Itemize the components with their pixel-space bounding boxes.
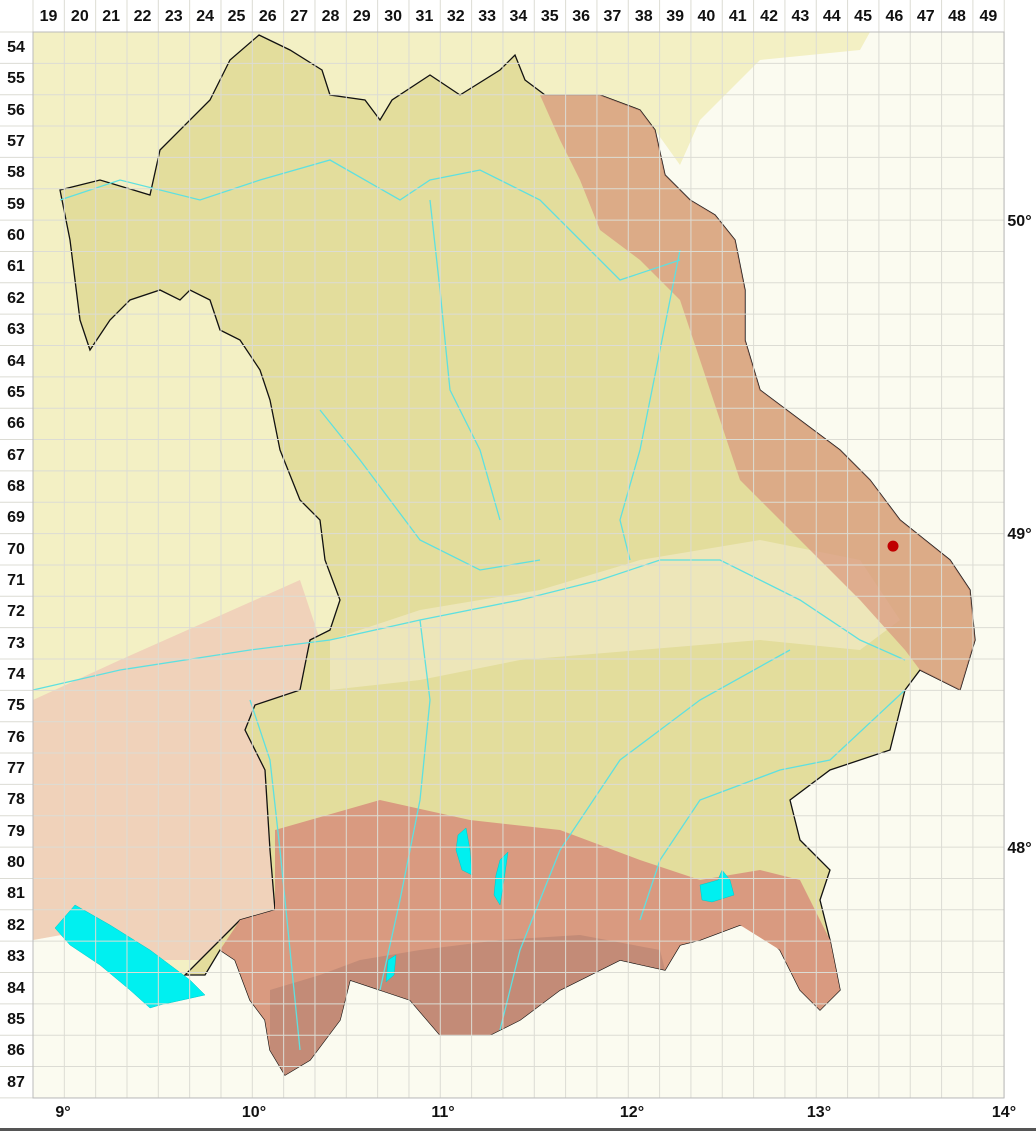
grid-column-label: 41: [728, 8, 747, 25]
longitude-label: 10°: [241, 1104, 267, 1121]
terrain-eastern-uplands: [540, 95, 975, 690]
grid-row-label: 61: [7, 258, 25, 276]
grid-column-label: 48: [948, 8, 966, 25]
longitude-label: 9°: [55, 1104, 71, 1121]
grid-row-label: 87: [7, 1073, 25, 1091]
grid-column-label: 26: [258, 8, 277, 25]
longitude-label: 13°: [806, 1104, 832, 1121]
longitude-label: 14°: [991, 1104, 1017, 1121]
grid-row-label: 55: [7, 70, 25, 88]
longitude-label: 11°: [431, 1104, 455, 1121]
grid-column-label: 20: [70, 8, 89, 25]
grid-column-label: 39: [666, 8, 684, 25]
bottom-border: [0, 1128, 1036, 1131]
terrain-lowland-danube: [330, 540, 900, 690]
grid-column-label: 38: [634, 8, 653, 25]
lake-forggensee: [385, 954, 397, 983]
river-iller: [249, 699, 301, 1051]
terrain-high-alps: [270, 935, 665, 1075]
grid-column-label: 30: [384, 8, 403, 25]
river-danube: [32, 559, 906, 691]
grid-column-label: 31: [415, 8, 434, 25]
grid-lines: [0, 0, 1005, 1099]
grid-row-label: 80: [7, 854, 25, 872]
grid-column-label: 21: [102, 8, 121, 25]
grid-column-label: 25: [227, 8, 246, 25]
river-lech: [379, 619, 431, 991]
grid-row-label: 78: [7, 791, 25, 809]
grid-row-label: 77: [7, 760, 25, 778]
grid-column-label: 45: [854, 8, 872, 25]
grid-column-label: 19: [39, 8, 58, 25]
latitude-label: 50°: [1007, 213, 1032, 230]
grid-row-label: 71: [7, 571, 25, 589]
grid-column-label: 32: [446, 8, 465, 25]
grid-row-label: 60: [7, 227, 25, 245]
grid-row-label: 54: [7, 39, 25, 56]
grid-row-label: 66: [7, 415, 25, 433]
grid-row-label: 56: [7, 101, 25, 119]
map-frame: [32, 31, 1005, 1099]
grid-column-label: 28: [321, 8, 340, 25]
terrain-west-hills: [33, 580, 320, 960]
grid-row-label: 73: [7, 634, 25, 652]
grid-row-label: 84: [7, 979, 25, 997]
grid-column-label: 27: [290, 8, 309, 25]
river-main: [59, 159, 681, 281]
grid-row-label: 69: [7, 509, 25, 527]
grid-column-label: 46: [885, 8, 904, 25]
longitude-label: 12°: [619, 1104, 645, 1121]
grid-column-label: 43: [791, 8, 810, 25]
grid-row-label: 76: [7, 728, 25, 746]
grid-column-label: 33: [478, 8, 496, 25]
latitude-label: 49°: [1007, 526, 1032, 543]
lake-bodensee: [54, 904, 206, 1009]
grid-row-label: 65: [7, 383, 25, 401]
grid-row-label: 70: [7, 540, 25, 558]
grid-column-label: 40: [697, 8, 716, 25]
grid-row-label: 79: [7, 822, 25, 840]
grid-column-label: 49: [979, 8, 998, 25]
grid-column-label: 47: [916, 8, 935, 25]
grid-column-label: 35: [540, 8, 559, 25]
terrain-alps: [220, 800, 840, 1075]
grid-row-label: 63: [7, 321, 25, 339]
grid-row-label: 81: [7, 885, 25, 903]
latitude-label: 48°: [1007, 840, 1032, 857]
grid-row-label: 85: [7, 1010, 25, 1028]
grid-row-label: 72: [7, 603, 25, 621]
occurrence-marker: [887, 540, 899, 552]
grid-column-label: 34: [509, 8, 528, 25]
grid-row-label: 58: [7, 164, 25, 182]
grid-row-label: 82: [7, 916, 25, 934]
grid-row-label: 83: [7, 948, 25, 966]
grid-column-label: 37: [603, 8, 622, 25]
grid-row-label: 57: [7, 133, 25, 151]
grid-column-label: 22: [133, 8, 152, 25]
grid-row-label: 62: [7, 289, 25, 307]
grid-row-label: 64: [7, 352, 25, 370]
river-inn: [639, 689, 906, 921]
grid-column-label: 42: [760, 8, 778, 25]
rivers: [32, 159, 906, 1051]
grid-column-label: 24: [196, 8, 215, 25]
grid-row-label: 74: [7, 666, 25, 683]
grid-row-label: 68: [7, 477, 25, 495]
grid-row-label: 75: [7, 697, 25, 715]
river-isar: [499, 649, 791, 1031]
grid-row-label: 86: [7, 1042, 25, 1060]
grid-row-label: 67: [7, 446, 25, 464]
grid-column-label: 36: [572, 8, 590, 25]
grid-column-label: 44: [822, 8, 841, 25]
river-regnitz: [429, 199, 501, 521]
grid-column-label: 29: [352, 8, 371, 25]
lakes: [54, 827, 735, 1009]
grid-row-label: 59: [7, 195, 25, 213]
grid-column-label: 23: [164, 8, 183, 25]
